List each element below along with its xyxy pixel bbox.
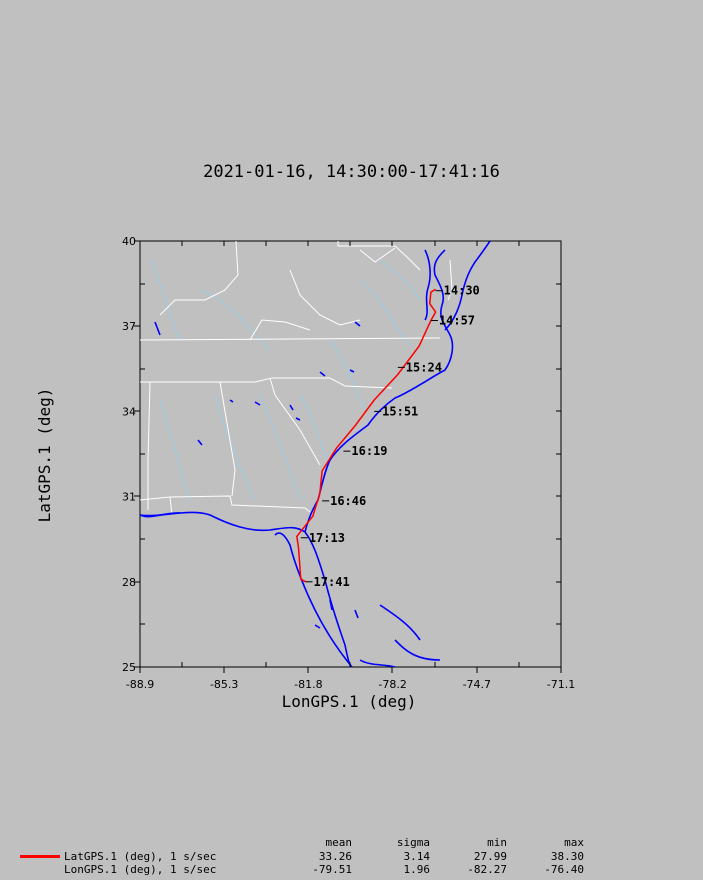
time-label: 17:41 bbox=[314, 575, 350, 589]
stats-mean: 33.26 bbox=[318, 850, 352, 863]
y-tick-label: 31 bbox=[122, 491, 136, 504]
stats-row-lat: LatGPS.1 (deg), 1 s/sec 33.26 3.14 27.99… bbox=[0, 850, 703, 863]
y-tick-label: 34 bbox=[122, 405, 136, 418]
y-tick-label: 28 bbox=[122, 576, 136, 589]
time-label: 16:46 bbox=[330, 494, 366, 508]
stats-sigma: 3.14 bbox=[403, 850, 431, 863]
x-tick-label: -88.9 bbox=[126, 678, 154, 691]
x-tick-label: -78.2 bbox=[378, 678, 406, 691]
time-label: 14:30 bbox=[444, 284, 480, 298]
rivers bbox=[149, 259, 421, 501]
time-label: 15:51 bbox=[382, 404, 418, 418]
flight-track bbox=[296, 288, 437, 583]
y-ticks bbox=[134, 240, 561, 668]
x-ticks bbox=[139, 241, 562, 673]
time-label: 16:19 bbox=[351, 444, 387, 458]
time-labels: 14:30 14:57 15:24 15:51 16:19 16:46 17:13 17:41 bbox=[300, 284, 480, 589]
chart-title: 2021-01-16, 14:30:00-17:41:16 bbox=[203, 162, 500, 182]
x-axis-label: LonGPS.1 (deg) bbox=[282, 692, 417, 711]
stats-header-min: min bbox=[487, 836, 507, 849]
stats-mean: -79.51 bbox=[312, 863, 352, 876]
time-label: 17:13 bbox=[309, 531, 345, 545]
stats-row-lon: LonGPS.1 (deg), 1 s/sec -79.51 1.96 -82.… bbox=[0, 863, 703, 876]
x-tick-label: -81.8 bbox=[294, 678, 322, 691]
y-tick-label: 25 bbox=[122, 661, 136, 674]
stats-sigma: 1.96 bbox=[403, 863, 431, 876]
y-axis-label: LatGPS.1 (deg) bbox=[35, 388, 54, 523]
x-tick-label: -71.1 bbox=[547, 678, 575, 691]
stats-max: -76.40 bbox=[544, 863, 584, 876]
map-plot: -88.9 -85.3 -81.8 -78.2 -74.7 -71.1 25 28 31 34 3… bbox=[35, 235, 575, 711]
stats-header-max: max bbox=[564, 836, 584, 849]
stats-header-row: mean sigma min max bbox=[0, 836, 703, 849]
stats-min: -82.27 bbox=[467, 863, 507, 876]
basemap bbox=[140, 241, 491, 667]
stats-max: 38.30 bbox=[550, 850, 584, 863]
stats-row-label: LonGPS.1 (deg), 1 s/sec bbox=[64, 863, 217, 876]
legend-line-lat bbox=[20, 855, 60, 858]
coastline bbox=[140, 241, 491, 667]
state-borders bbox=[140, 241, 453, 516]
track-line bbox=[296, 288, 437, 583]
time-label: 15:24 bbox=[406, 360, 442, 374]
stats-header-sigma: sigma bbox=[396, 836, 430, 849]
stats-row-label: LatGPS.1 (deg), 1 s/sec bbox=[64, 850, 217, 863]
stats-min: 27.99 bbox=[473, 850, 507, 863]
stats-header-mean: mean bbox=[325, 836, 353, 849]
x-tick-label: -85.3 bbox=[210, 678, 238, 691]
y-tick-label: 40 bbox=[122, 235, 136, 248]
time-label: 14:57 bbox=[439, 314, 475, 328]
x-tick-labels: -88.9 -85.3 -81.8 -78.2 -74.7 -71.1 bbox=[126, 678, 575, 691]
y-tick-labels: 25 28 31 34 37 40 bbox=[122, 235, 136, 674]
x-tick-label: -74.7 bbox=[463, 678, 491, 691]
y-tick-label: 37 bbox=[122, 320, 136, 333]
